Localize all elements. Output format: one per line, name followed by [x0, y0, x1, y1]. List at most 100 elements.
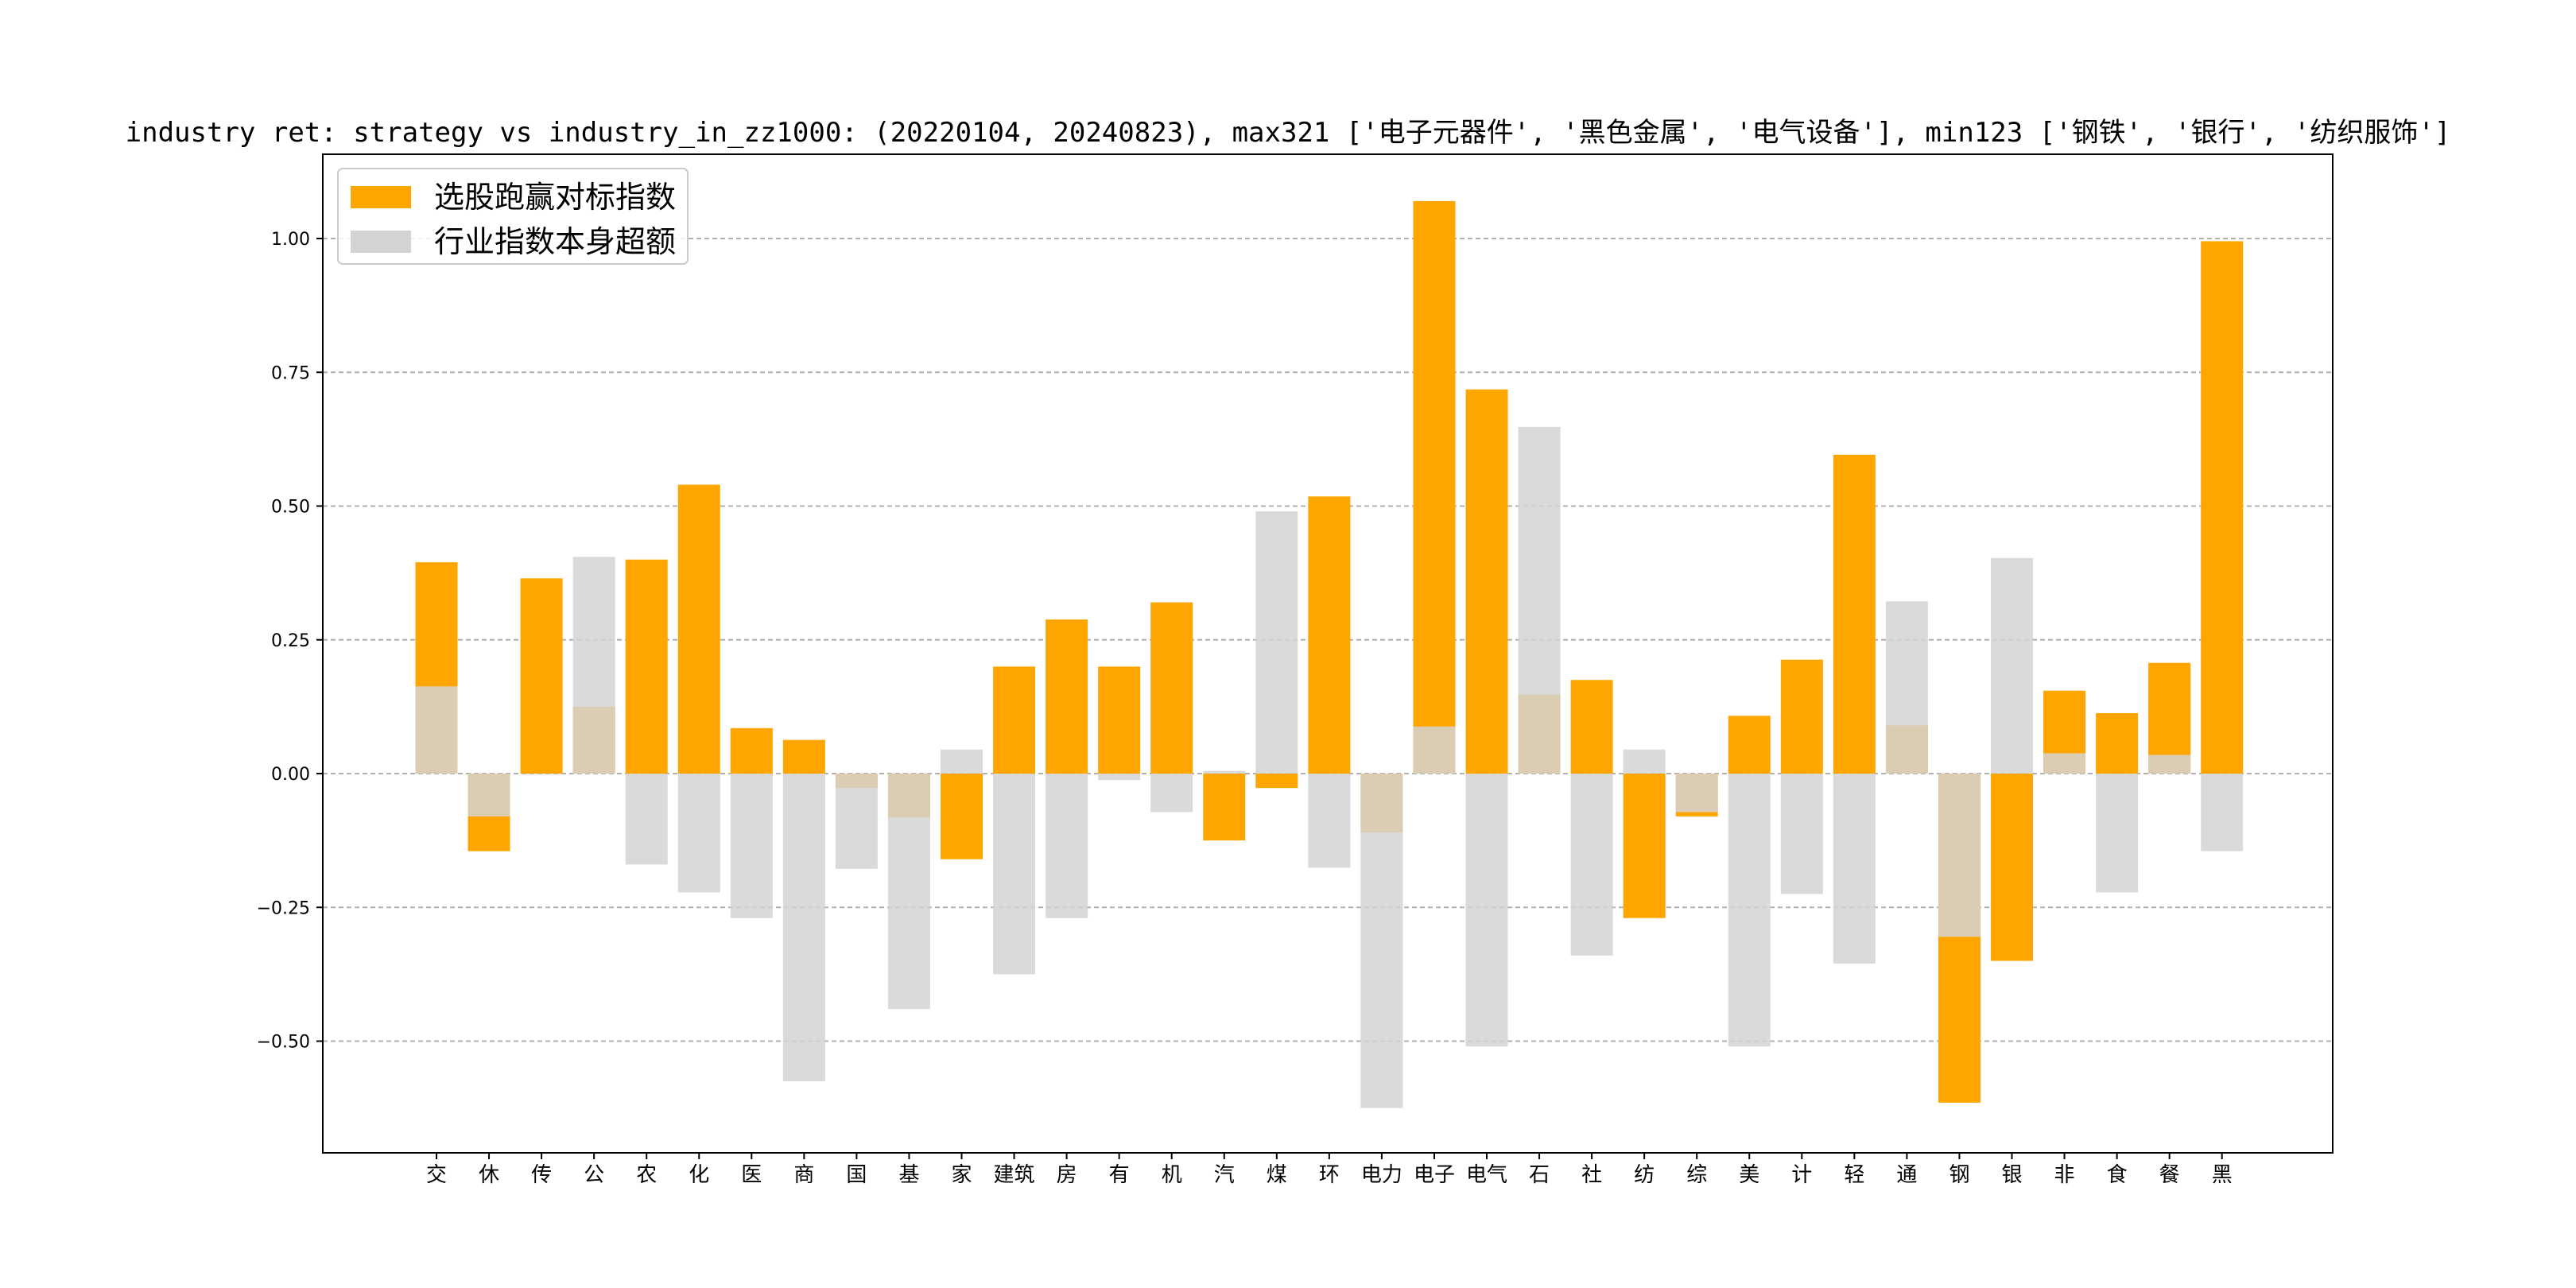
x-tick-label: 综 [1686, 1163, 1707, 1187]
y-tick-label: 0.25 [271, 631, 310, 651]
bar [1255, 774, 1298, 789]
bar [1150, 602, 1193, 774]
x-tick-label: 食 [2107, 1163, 2128, 1187]
bar [941, 749, 983, 774]
x-tick-label: 餐 [2159, 1163, 2180, 1187]
x-tick-label: 公 [584, 1163, 604, 1187]
x-tick-label: 轻 [1844, 1163, 1864, 1187]
x-tick-label: 纺 [1634, 1163, 1655, 1187]
series-industry-excess [415, 426, 2244, 1108]
y-tick-label: 1.00 [271, 230, 310, 250]
bar [1255, 511, 1298, 774]
bar [993, 774, 1036, 975]
x-tick-label: 农 [636, 1163, 657, 1187]
bar [1623, 749, 1666, 774]
bar [625, 774, 668, 865]
bar [782, 774, 825, 1081]
x-tick-label: 煤 [1267, 1163, 1287, 1187]
bar [2096, 774, 2139, 893]
bars [415, 200, 2244, 1108]
bar [1046, 619, 1088, 774]
x-tick-label: 机 [1162, 1163, 1182, 1187]
bar [887, 774, 930, 1010]
bar [1728, 774, 1771, 1047]
bar [1360, 774, 1403, 1108]
x-tick-label: 石 [1529, 1163, 1550, 1187]
x-tick-label: 社 [1581, 1163, 1602, 1187]
x-tick-label: 电子 [1414, 1163, 1455, 1187]
chart-title: industry ret: strategy vs industry_in_zz… [126, 117, 2451, 149]
x-tick-label: 银 [2001, 1163, 2022, 1187]
x-tick-label: 汽 [1214, 1163, 1235, 1187]
bar [1570, 774, 1613, 956]
x-tick-label: 电力 [1361, 1163, 1402, 1187]
legend-swatch [351, 231, 411, 253]
bar [1150, 774, 1193, 813]
x-tick-label: 黑 [2212, 1163, 2233, 1187]
legend-label: 行业指数本身超额 [434, 224, 676, 259]
bar [1098, 666, 1141, 774]
y-tick-label: −0.50 [257, 1033, 310, 1053]
x-tick-label: 钢 [1949, 1163, 1969, 1187]
bar [1833, 454, 1876, 774]
bar [1203, 770, 1246, 774]
x-tick-label: 有 [1109, 1163, 1130, 1187]
plot-frame [322, 153, 2334, 1154]
x-tick-label: 计 [1791, 1163, 1812, 1187]
bar [993, 666, 1036, 774]
bar [467, 774, 510, 817]
bar [572, 557, 615, 774]
bar [1833, 774, 1876, 964]
x-tick-label: 非 [2054, 1163, 2075, 1187]
legend-label: 选股跑赢对标指数 [434, 180, 676, 215]
x-tick-label: 休 [479, 1163, 499, 1187]
bar [1991, 774, 2033, 961]
x-tick-label: 环 [1319, 1163, 1340, 1187]
x-tick-label: 商 [793, 1163, 814, 1187]
bar [1413, 726, 1456, 774]
bar [941, 774, 983, 859]
bar [1623, 774, 1666, 918]
bar [1780, 659, 1823, 774]
bar [730, 727, 773, 774]
x-tick-label: 基 [898, 1163, 919, 1187]
y-tick-label: 0.50 [271, 498, 310, 518]
bar [1465, 389, 1508, 774]
y-axis: −0.50 −0.25 0.00 0.25 0.50 0.75 1.00 [257, 230, 323, 1053]
bar [625, 559, 668, 774]
bar [1308, 774, 1351, 868]
bar [2043, 753, 2086, 774]
bar [1413, 200, 1456, 774]
bar [677, 774, 720, 893]
legend-box [337, 168, 689, 265]
y-tick-label: 0.75 [271, 363, 310, 383]
bar [1991, 557, 2033, 774]
x-tick-label: 国 [846, 1163, 867, 1187]
bar [1885, 601, 1928, 774]
bar [730, 774, 773, 918]
bar [677, 484, 720, 774]
bar [1728, 716, 1771, 774]
legend-swatch [351, 186, 411, 208]
x-tick-label: 化 [689, 1163, 709, 1187]
bar [1203, 774, 1246, 841]
bar [1098, 774, 1141, 781]
bar [782, 739, 825, 774]
y-tick-label: 0.00 [271, 765, 310, 785]
bar [2148, 755, 2191, 774]
x-tick-label: 建筑 [994, 1163, 1035, 1187]
x-tick-label: 传 [531, 1163, 552, 1187]
bar [1675, 774, 1718, 813]
x-tick-label: 医 [741, 1163, 762, 1187]
bar [1308, 496, 1351, 774]
series-strategy-excess [415, 200, 2244, 1103]
bar [415, 686, 458, 774]
bar [520, 578, 563, 774]
x-tick-label: 电气 [1466, 1163, 1507, 1187]
bar [2201, 241, 2244, 774]
bar [1465, 774, 1508, 1047]
bar [835, 774, 878, 869]
bar [1046, 774, 1088, 918]
